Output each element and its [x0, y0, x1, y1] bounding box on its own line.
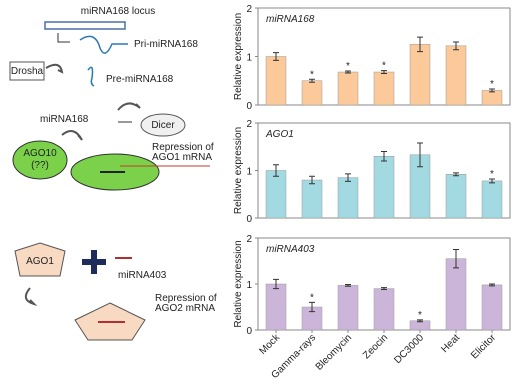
ago10-label: (??): [31, 160, 49, 171]
y-tick-label: 0: [246, 101, 252, 112]
x-tick-label: Heat: [439, 332, 462, 355]
y-axis-label: Relative expression: [233, 127, 244, 214]
error-bar: [345, 70, 351, 74]
bar: [265, 283, 287, 331]
y-tick-label: 2: [246, 119, 252, 130]
bar: [445, 45, 467, 106]
repression-label: AGO2 mRNA: [155, 303, 215, 314]
x-tick-label: DC3000: [392, 332, 426, 366]
y-tick-label: 2: [246, 4, 252, 15]
arrow: [24, 287, 38, 307]
pre-label: Pre-miRNA168: [106, 74, 174, 85]
y-tick-label: 1: [246, 167, 252, 178]
drosha-box: [9, 61, 45, 81]
bar: [481, 180, 503, 219]
significance-star: *: [310, 69, 314, 80]
x-tick-label: Mock: [257, 332, 282, 357]
arrow: [61, 130, 83, 141]
drosha-label: Drosha: [11, 66, 44, 77]
ago1-shape: [14, 242, 66, 277]
error-bar: [453, 41, 459, 51]
y-axis-label: Relative expression: [233, 13, 244, 100]
significance-star: *: [490, 169, 494, 180]
significance-star: *: [418, 310, 422, 321]
bar: [445, 174, 467, 219]
bar: [337, 177, 359, 219]
error-bar: [309, 175, 315, 185]
y-tick-label: 0: [246, 326, 252, 337]
y-tick-label: 2: [246, 234, 252, 245]
y-axis-label: Relative expression: [233, 240, 244, 327]
bar: [373, 288, 395, 331]
arrow: [117, 102, 141, 111]
ago1-label: AGO1: [26, 256, 54, 267]
ago10-label: AGO10: [23, 148, 57, 159]
x-tick-label: Bleomycin: [314, 332, 354, 372]
dicer-label: Dicer: [151, 120, 175, 131]
arrow: [45, 63, 64, 74]
bar: [445, 258, 467, 331]
bar: [373, 71, 395, 106]
bar: [481, 284, 503, 331]
mirna403-label: miRNA403: [118, 270, 167, 281]
repression-label: AGO1 mRNA: [152, 152, 212, 163]
bar: [265, 56, 287, 106]
error-bar: [489, 178, 495, 184]
error-bar: [417, 36, 423, 53]
error-bar: [345, 173, 351, 182]
bar: [301, 80, 323, 106]
pre-mirna: [87, 66, 95, 87]
x-tick-label: Elicitor: [469, 332, 498, 361]
chart-title: AGO1: [265, 129, 294, 140]
significance-star: *: [310, 292, 314, 303]
bar: [337, 71, 359, 106]
y-tick-label: 0: [246, 214, 252, 225]
locus-label: miRNA168 locus: [81, 6, 155, 17]
arrow: [57, 33, 70, 43]
significance-star: *: [382, 61, 386, 72]
pri-mirna: [79, 35, 128, 54]
bar: [373, 156, 395, 219]
y-tick-label: 1: [246, 53, 252, 64]
ago10-shape: [12, 140, 68, 180]
plus: [82, 250, 106, 274]
error-bar: [453, 249, 459, 269]
chart-title: miRNA403: [266, 244, 315, 255]
error-bar: [273, 278, 279, 290]
error-bar: [417, 142, 423, 168]
significance-star: *: [346, 61, 350, 72]
chart-title: miRNA168: [266, 14, 315, 25]
error-bar: [309, 301, 315, 313]
error-bar: [273, 164, 279, 177]
error-bar: [273, 52, 279, 61]
mirna168-label: miRNA168: [40, 114, 89, 125]
repression-label: Repression of: [152, 142, 214, 153]
error-bar: [345, 283, 351, 287]
error-bar: [381, 70, 387, 74]
bar: [337, 285, 359, 331]
error-bar: [381, 151, 387, 162]
locus: [44, 21, 126, 30]
bar: [481, 90, 503, 106]
dicer-shape: [140, 113, 186, 137]
pri-label: Pri-miRNA168: [134, 39, 198, 50]
significance-star: *: [490, 79, 494, 90]
diagram: miRNA168 locus Pri-miRNA168 Drosha Pre-m…: [9, 6, 217, 341]
repression-label: Repression of: [155, 293, 217, 304]
error-bar: [417, 319, 423, 323]
error-bar: [489, 88, 495, 93]
error-bar: [489, 283, 495, 287]
x-tick-label: Zeocin: [361, 332, 390, 361]
bar: [409, 44, 431, 106]
bar: [265, 170, 287, 219]
y-tick-label: 1: [246, 280, 252, 291]
bar: [301, 179, 323, 219]
error-bar: [381, 287, 387, 291]
error-bar: [309, 78, 315, 83]
error-bar: [453, 172, 459, 177]
